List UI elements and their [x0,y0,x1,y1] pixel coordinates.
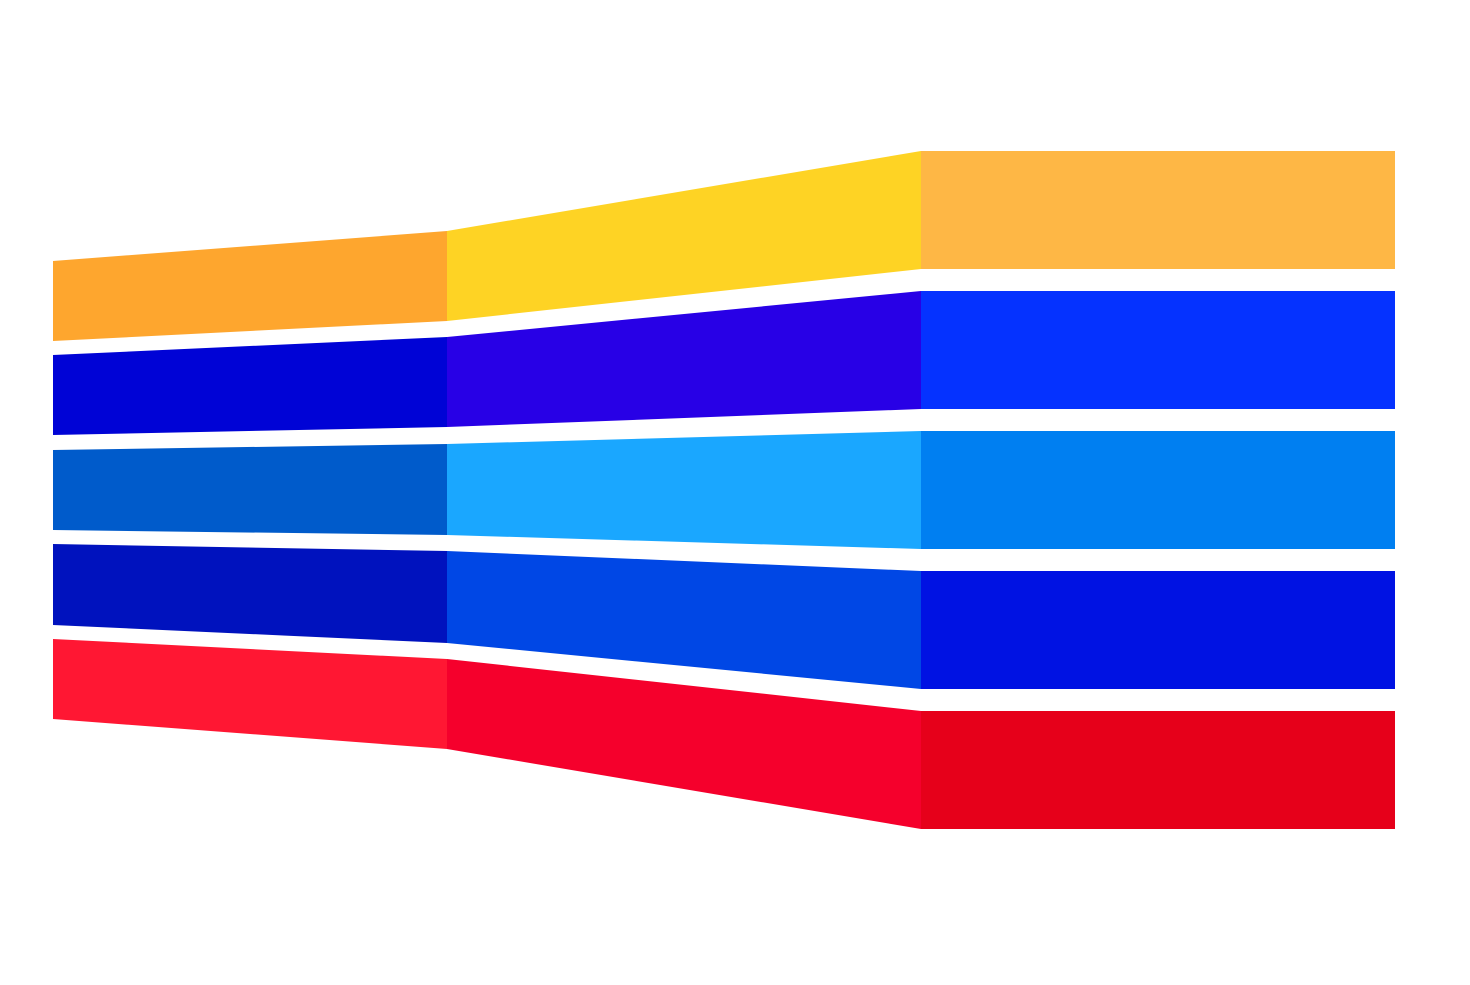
band-2 [53,291,1395,435]
band-4-segment-3 [921,571,1395,689]
band-1 [53,151,1395,341]
band-4-segment-2 [447,551,921,689]
band-3-segment-3 [921,431,1395,549]
band-1-segment-2 [447,151,921,321]
band-2-segment-3 [921,291,1395,409]
band-1-segment-1 [53,231,447,341]
band-3-segment-1 [53,444,447,535]
band-5-segment-1 [53,639,447,749]
band-5 [53,639,1395,829]
band-4 [53,544,1395,689]
band-5-segment-3 [921,711,1395,829]
band-2-segment-2 [447,291,921,427]
band-3 [53,431,1395,549]
band-2-segment-1 [53,337,447,435]
band-1-segment-3 [921,151,1395,269]
band-4-segment-1 [53,544,447,643]
band-3-segment-2 [447,431,921,549]
band-5-segment-2 [447,659,921,829]
